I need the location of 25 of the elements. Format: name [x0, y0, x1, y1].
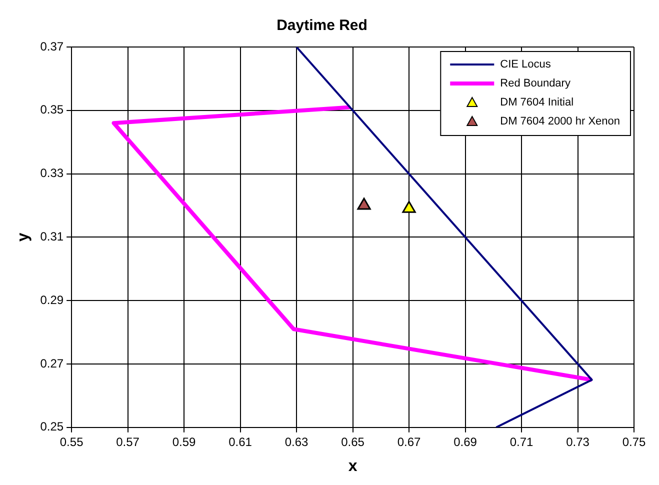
x-tick-label: 0.59 — [172, 434, 196, 449]
y-tick-label: 0.33 — [40, 166, 64, 180]
x-tick-label: 0.61 — [228, 434, 252, 449]
x-axis-title: x — [348, 458, 358, 475]
y-tick-label: 0.27 — [40, 356, 64, 370]
y-tick-label: 0.37 — [40, 39, 64, 54]
y-tick-label: 0.29 — [40, 292, 64, 307]
x-tick-label: 0.71 — [510, 434, 534, 449]
x-tick-label: 0.63 — [284, 434, 309, 449]
y-axis-title: y — [15, 232, 32, 242]
chart-title: Daytime Red — [276, 17, 368, 34]
x-tick-label: 0.73 — [566, 434, 590, 449]
y-tick-label: 0.31 — [40, 230, 64, 244]
legend-label: DM 7604 Initial — [500, 96, 574, 109]
x-tick-label: 0.67 — [397, 434, 422, 449]
legend-label: Red Boundary — [500, 78, 571, 90]
y-tick-label: 0.25 — [40, 420, 64, 434]
x-tick-label: 0.55 — [60, 434, 84, 449]
legend-label: DM 7604 2000 hr Xenon — [500, 116, 620, 128]
legend-label: CIE Locus — [500, 58, 552, 71]
x-tick-label: 0.75 — [622, 434, 646, 449]
x-tick-label: 0.57 — [116, 434, 140, 449]
y-tick-label: 0.35 — [40, 102, 64, 117]
x-tick-label: 0.69 — [454, 434, 478, 449]
x-tick-label: 0.65 — [341, 434, 365, 449]
